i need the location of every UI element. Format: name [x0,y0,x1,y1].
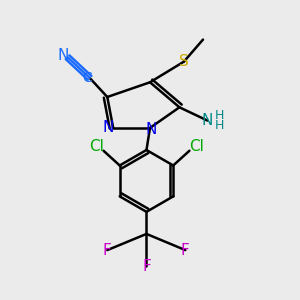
Text: C: C [82,71,92,85]
Text: H: H [215,109,224,122]
Text: N: N [146,122,157,137]
Text: N: N [202,113,213,128]
Text: F: F [181,243,190,258]
Text: F: F [142,259,151,274]
Text: Cl: Cl [89,139,104,154]
Text: N: N [102,120,114,135]
Text: H: H [215,119,224,132]
Text: Cl: Cl [189,139,204,154]
Text: N: N [58,48,69,63]
Text: F: F [103,243,112,258]
Text: S: S [179,54,189,69]
